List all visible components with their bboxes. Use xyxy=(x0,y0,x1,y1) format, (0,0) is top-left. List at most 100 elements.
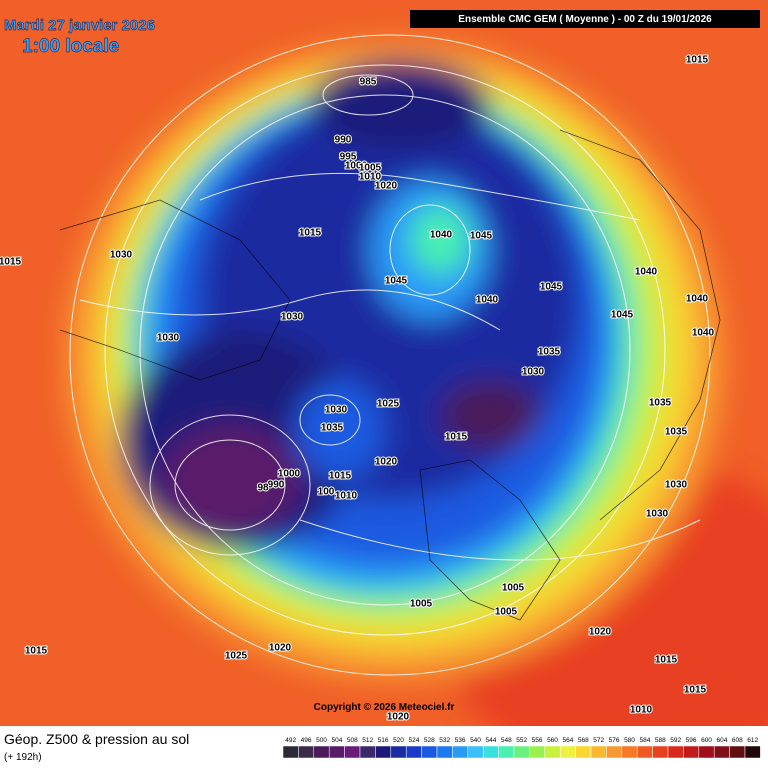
scale-label: 536 xyxy=(455,737,466,744)
scale-swatch xyxy=(390,745,407,759)
scale-label: 576 xyxy=(609,737,620,744)
isobar-label: 1015 xyxy=(655,655,678,666)
scale-label: 552 xyxy=(516,737,527,744)
isobar-label: 995 xyxy=(340,152,357,163)
scale-label: 540 xyxy=(470,737,481,744)
scale-swatch xyxy=(529,745,546,759)
isobar-label: 1025 xyxy=(377,399,400,410)
scale-swatch xyxy=(405,745,422,759)
isobar-label: 1020 xyxy=(387,712,410,723)
scale-swatch xyxy=(421,745,438,759)
isobar-label: 1040 xyxy=(692,328,715,339)
isobar-label: 1030 xyxy=(522,367,545,378)
scale-swatch xyxy=(729,745,746,759)
isobar-label: 1030 xyxy=(281,312,304,323)
isobar-label: 1015 xyxy=(25,646,48,657)
isobar-label: 1035 xyxy=(665,427,688,438)
isobar-label: 1015 xyxy=(445,432,468,443)
scale-label: 520 xyxy=(393,737,404,744)
scale-swatch xyxy=(713,745,730,759)
scale-label: 568 xyxy=(578,737,589,744)
scale-swatch xyxy=(698,745,715,759)
scale-swatch xyxy=(621,745,638,759)
scale-label: 556 xyxy=(532,737,543,744)
scale-swatch xyxy=(559,745,576,759)
isobar-label: 1005 xyxy=(410,599,433,610)
scale-swatch xyxy=(359,745,376,759)
scale-label: 600 xyxy=(701,737,712,744)
isobar-label: 1020 xyxy=(375,457,398,468)
isobar-label: 1035 xyxy=(538,347,561,358)
scale-label: 584 xyxy=(639,737,650,744)
isobar-label: 1035 xyxy=(649,398,672,409)
scale-label: 612 xyxy=(747,737,758,744)
scale-swatch xyxy=(590,745,607,759)
scale-label: 588 xyxy=(655,737,666,744)
isobar-label: 1015 xyxy=(686,55,709,66)
color-scale: 492 496 500 504 508 512 516 520 524 528 532 536 540 5… xyxy=(282,737,761,759)
isobar-label: 1045 xyxy=(385,276,408,287)
isobar-label: 98 xyxy=(257,483,269,494)
scale-label: 512 xyxy=(362,737,373,744)
isobar-label: 990 xyxy=(268,480,285,491)
scale-swatch xyxy=(652,745,669,759)
isobar-label: 1030 xyxy=(325,405,348,416)
isobar-label: 1030 xyxy=(157,333,180,344)
scale-swatch xyxy=(375,745,392,759)
isobar-label: 1000 xyxy=(345,161,368,172)
scale-swatch xyxy=(498,745,515,759)
scale-label: 560 xyxy=(547,737,558,744)
scale-swatch xyxy=(544,745,561,759)
scale-swatch xyxy=(452,745,469,759)
isobar-label: 1010 xyxy=(359,172,382,183)
isobar-label: 1015 xyxy=(684,685,707,696)
scale-swatch xyxy=(282,745,299,759)
isobar-label: 1015 xyxy=(329,471,352,482)
scale-label: 608 xyxy=(732,737,743,744)
scale-label: 596 xyxy=(686,737,697,744)
date-title: Mardi 27 janvier 2026 xyxy=(4,17,155,34)
isobar-label: 1020 xyxy=(375,181,398,192)
scale-label: 592 xyxy=(670,737,681,744)
scale-label: 604 xyxy=(716,737,727,744)
isobar-label: 1015 xyxy=(0,257,22,268)
isobar-label: 1030 xyxy=(110,250,133,261)
scale-swatch xyxy=(744,745,761,759)
scale-label: 580 xyxy=(624,737,635,744)
isobar-label: 1025 xyxy=(225,651,248,662)
scale-swatch xyxy=(636,745,653,759)
isobar-label: 1035 xyxy=(321,423,344,434)
scale-swatch xyxy=(606,745,623,759)
scale-label: 564 xyxy=(562,737,573,744)
isobar-label: 1005 xyxy=(359,163,382,174)
scale-label: 528 xyxy=(424,737,435,744)
scale-label: 508 xyxy=(347,737,358,744)
scale-swatch xyxy=(667,745,684,759)
isobar-label: 100 xyxy=(318,487,335,498)
isobar-label: 1010 xyxy=(335,491,358,502)
time-title: 1:00 locale xyxy=(22,36,119,57)
scale-label: 544 xyxy=(485,737,496,744)
isobar-labels: 9851015990995100010051010102010151015103… xyxy=(0,54,716,724)
scale-swatch xyxy=(313,745,330,759)
isobar-label: 1030 xyxy=(665,480,688,491)
isobar-label: 1045 xyxy=(540,282,563,293)
scale-label: 500 xyxy=(316,737,327,744)
isobar-label: 1045 xyxy=(470,231,493,242)
isobar-label: 1005 xyxy=(502,583,525,594)
isobar-label: 1040 xyxy=(476,295,499,306)
scale-label: 524 xyxy=(408,737,419,744)
isobar-label: 1040 xyxy=(430,230,453,241)
footer-subtitle: (+ 192h) xyxy=(4,752,42,763)
scale-swatch xyxy=(575,745,592,759)
scale-swatch xyxy=(482,745,499,759)
scale-swatch xyxy=(328,745,345,759)
model-label: Ensemble CMC GEM ( Moyenne ) - 00 Z du 1… xyxy=(458,14,712,25)
isobar-label: 1015 xyxy=(299,228,322,239)
isobar-label: 1010 xyxy=(630,705,653,716)
copyright: Copyright © 2026 Meteociel.fr xyxy=(314,702,455,713)
scale-label: 496 xyxy=(301,737,312,744)
